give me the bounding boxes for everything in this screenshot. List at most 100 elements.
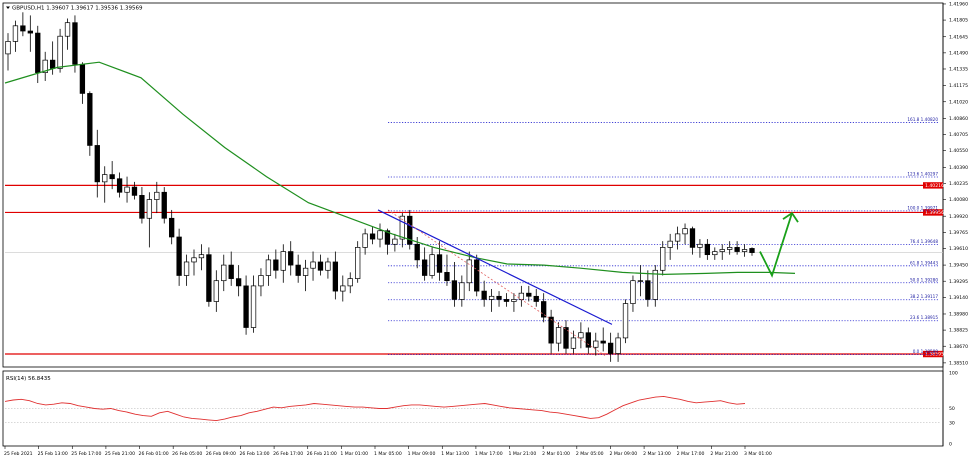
- time-tick-label: 2 Mar 05:00: [576, 451, 604, 457]
- candle: [154, 181, 160, 214]
- candle-bull: [265, 259, 272, 276]
- candle: [332, 251, 339, 300]
- candle-bull: [697, 243, 703, 248]
- price-tick-label: 1.40705: [949, 132, 968, 138]
- moving-average: [4, 61, 796, 276]
- candle-bear: [563, 327, 569, 349]
- candle-bear: [384, 230, 391, 245]
- candle-bull: [578, 332, 584, 339]
- candle: [667, 233, 673, 260]
- price-tick-label: 1.40550: [949, 148, 968, 154]
- time-tick-label: 1 Mar 09:00: [408, 451, 436, 457]
- candle-bull: [570, 337, 577, 349]
- candle: [719, 244, 725, 260]
- time-tick-label: 2 Mar 01:00: [542, 451, 570, 457]
- candle: [741, 244, 748, 257]
- time-tick-label: 2 Mar 17:00: [677, 451, 705, 457]
- fibonacci-label: 76.4 1.39648: [910, 239, 938, 244]
- bearish-trend-line: [377, 209, 613, 325]
- candle-bear: [526, 292, 532, 297]
- candle-bull: [652, 269, 658, 300]
- price-level-label: 1.40216: [925, 183, 944, 189]
- candle-bull: [102, 174, 108, 183]
- candle-bull: [355, 247, 361, 279]
- fibonacci-levels: 161.8 1.40820 123.6 1.40297 100.0 1.39971 7…: [388, 117, 938, 356]
- candle: [734, 241, 740, 255]
- time-tick-label: 25 Feb 2021: [4, 451, 33, 457]
- candle-bull: [637, 280, 644, 282]
- candle-bull: [347, 278, 353, 287]
- candle: [27, 15, 33, 52]
- candle-bull: [250, 285, 257, 328]
- candle-bear: [49, 59, 56, 69]
- candle-bull: [429, 254, 435, 276]
- candle-bear: [600, 340, 606, 344]
- candle: [593, 332, 599, 356]
- candle: [488, 289, 495, 312]
- candle-bull: [466, 259, 472, 284]
- candle: [578, 322, 584, 349]
- candle-bear: [541, 301, 547, 318]
- candle-bull: [280, 251, 286, 271]
- time-tick-label: 25 Feb 17:00: [71, 451, 101, 457]
- candle: [637, 265, 644, 297]
- price-axis: 1.41960 1.41805 1.41645 1.41490 1.41335 1.411…: [943, 2, 968, 366]
- candle: [541, 293, 547, 323]
- candle-bear: [72, 22, 78, 65]
- price-tick-label: 1.40860: [949, 116, 968, 122]
- candle: [235, 265, 242, 297]
- time-tick-label: 26 Feb 09:00: [206, 451, 236, 457]
- candle-bull: [593, 340, 599, 348]
- candle-bull: [310, 261, 316, 269]
- candle-bear: [548, 316, 554, 344]
- candle: [42, 51, 48, 81]
- candle: [474, 254, 480, 297]
- candle: [630, 275, 636, 312]
- candle-bull: [667, 240, 673, 248]
- candle-bear: [235, 278, 242, 287]
- candle: [526, 285, 532, 302]
- candle: [243, 275, 249, 335]
- triangle-down-icon[interactable]: [6, 6, 10, 10]
- candle: [265, 254, 272, 286]
- rsi-tick-label: 50: [949, 406, 955, 412]
- candle: [228, 251, 234, 286]
- candle: [57, 28, 63, 73]
- candle-bull: [221, 264, 227, 282]
- candle: [712, 247, 718, 260]
- candle-bear: [645, 280, 651, 300]
- candle: [570, 330, 577, 354]
- candle-bear: [169, 217, 175, 238]
- candle-bull: [154, 191, 160, 200]
- candle: [169, 209, 175, 245]
- candle-bull: [741, 249, 748, 252]
- candle-bear: [444, 272, 450, 282]
- candle-bull: [57, 35, 63, 69]
- candle: [213, 270, 219, 312]
- price-tick-label: 1.40080: [949, 197, 968, 203]
- candle-bear: [27, 30, 33, 34]
- candle-bear: [689, 228, 696, 248]
- fibonacci-label: 161.8 1.40820: [907, 117, 938, 122]
- candle: [481, 280, 487, 307]
- candle-bear: [35, 32, 41, 73]
- candle-bull: [191, 257, 197, 263]
- time-tick-label: 26 Feb 17:00: [273, 451, 303, 457]
- candle-bull: [213, 280, 219, 302]
- candle: [384, 228, 391, 255]
- price-tick-label: 1.41805: [949, 18, 968, 24]
- time-tick-label: 1 Mar 05:00: [374, 451, 402, 457]
- time-tick-label: 26 Feb 01:00: [139, 451, 169, 457]
- green-arrow-path: [759, 212, 793, 278]
- time-tick-label: 1 Mar 21:00: [509, 451, 537, 457]
- candle-bull: [727, 247, 733, 250]
- candle-bull: [682, 228, 688, 235]
- candle: [206, 247, 212, 307]
- candle: [102, 166, 108, 203]
- candle: [496, 291, 502, 307]
- candle-bull: [660, 247, 666, 271]
- price-tick-label: 1.38510: [949, 360, 968, 366]
